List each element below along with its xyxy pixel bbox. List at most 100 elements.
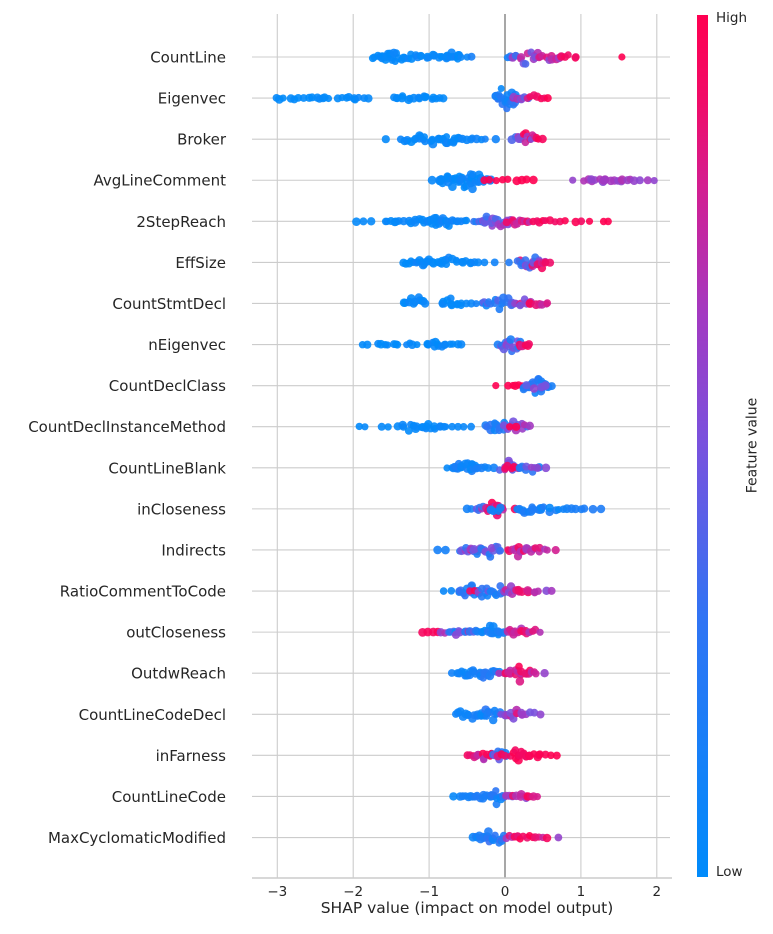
shap-point [377, 422, 386, 431]
shap-point [541, 463, 551, 473]
points-CountDeclClass [492, 375, 556, 397]
points-inFarness [463, 746, 561, 765]
shap-point [481, 135, 489, 143]
shap-point [361, 423, 369, 431]
shap-point [534, 587, 542, 595]
shap-point [429, 422, 439, 431]
shap-point [492, 177, 500, 185]
shap-point [497, 85, 505, 92]
shap-point [442, 423, 450, 431]
shap-point [439, 587, 448, 595]
shap-point [604, 217, 612, 226]
colorbar-low-label: Low [716, 864, 743, 880]
shap-point [461, 459, 470, 469]
shap-point [363, 340, 372, 349]
shap-point [525, 421, 534, 430]
shap-point [416, 51, 425, 61]
shap-point [457, 340, 466, 349]
shap-point [398, 92, 407, 100]
feature-label-CountLine: CountLine [150, 49, 226, 67]
shap-point [404, 427, 413, 435]
shap-point [522, 381, 531, 390]
shap-point [540, 381, 550, 391]
x-tick-label: −1 [419, 884, 439, 900]
shap-point [324, 94, 333, 103]
shap-point [441, 545, 450, 555]
shap-point [543, 94, 552, 103]
shap-point [447, 300, 456, 309]
shap-point [492, 787, 500, 795]
shap-point [484, 827, 493, 836]
shap-point [543, 546, 551, 554]
shap-point [457, 174, 466, 184]
shap-point [443, 133, 450, 141]
colorbar-axis-label: Feature value [744, 397, 761, 494]
shap-point [468, 184, 477, 194]
shap-point [545, 503, 554, 513]
feature-label-CountLineBlank: CountLineBlank [108, 459, 226, 477]
shap-point [643, 176, 652, 185]
points-MaxCyclomaticModified [468, 827, 563, 847]
shap-point [536, 628, 544, 636]
shap-point [538, 134, 547, 144]
shap-point [469, 545, 479, 554]
feature-label-Indirects: Indirects [161, 541, 226, 559]
points-CountLineCodeDecl [452, 705, 545, 725]
feature-label-AvgLineComment: AvgLineComment [93, 172, 226, 190]
shap-point [569, 176, 577, 184]
shap-point [588, 504, 598, 514]
shap-point [561, 217, 569, 225]
feature-label-OutdwReach: OutdwReach [131, 665, 226, 683]
shap-point [472, 300, 480, 308]
shap-point [491, 135, 500, 144]
feature-label-CountLineCodeDecl: CountLineCodeDecl [79, 706, 226, 724]
points-RatioCommentToCode [439, 581, 556, 601]
shap-point [420, 133, 428, 141]
feature-label-2StepReach: 2StepReach [136, 213, 226, 231]
x-tick-label: −2 [343, 884, 363, 900]
points-EffSize [399, 253, 555, 273]
shap-point [536, 710, 545, 719]
shap-point [554, 833, 563, 842]
points-nEigenvec [358, 335, 533, 356]
shap-point [506, 335, 516, 344]
points-OutdwReach [447, 662, 549, 686]
shap-point [496, 503, 505, 513]
shap-point [461, 592, 469, 600]
shap-point [279, 94, 287, 102]
points-CountLine [368, 48, 626, 68]
shap-point [547, 751, 555, 760]
shap-point [547, 586, 556, 595]
shap-point [447, 587, 456, 595]
shap-point [502, 218, 511, 227]
shap-point [527, 463, 535, 471]
points-outCloseness [418, 621, 544, 639]
x-tick-label: 2 [653, 884, 662, 900]
shap-point [469, 170, 477, 179]
shap-point [532, 670, 540, 678]
points-Eigenvec [272, 85, 552, 113]
shap-point [529, 384, 539, 393]
shap-point [540, 503, 548, 511]
x-tick-label: −3 [267, 884, 287, 900]
shap-point [413, 341, 421, 349]
shap-point [529, 175, 538, 185]
shap-point [420, 299, 430, 308]
shap-point [543, 299, 552, 307]
shap-point [449, 792, 458, 801]
feature-label-outCloseness: outCloseness [126, 624, 226, 642]
points-inCloseness [462, 498, 606, 520]
shap-point [521, 60, 530, 68]
shap-point [433, 545, 442, 555]
feature-label-inFarness: inFarness [156, 747, 227, 765]
feature-label-EffSize: EffSize [175, 254, 226, 272]
shap-point [495, 669, 503, 677]
shap-point [542, 833, 552, 843]
feature-label-CountLineCode: CountLineCode [112, 788, 226, 806]
shap-point [506, 423, 514, 431]
shap-point [448, 422, 456, 431]
shap-point [398, 420, 408, 430]
points-CountDeclInstanceMethod [355, 417, 534, 435]
shap-point [457, 53, 465, 61]
